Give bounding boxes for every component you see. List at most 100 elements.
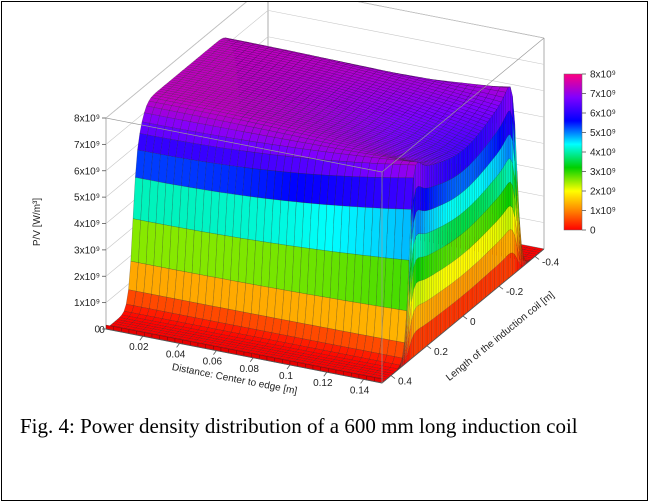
surface-side-cell [426, 299, 430, 324]
surface-side-cell [487, 249, 491, 275]
surface-side-cell [453, 258, 457, 282]
surface-side-cell [462, 251, 466, 275]
surface-side-cell [453, 175, 457, 199]
surface-side-cell [435, 314, 439, 339]
y-tick-mark [390, 375, 396, 379]
surface-side-cell [462, 272, 466, 296]
x-tick-mark [286, 364, 291, 370]
surface-side-cell [424, 187, 428, 212]
surface-side-cell [489, 181, 493, 207]
z-tick-label: 5x10⁹ [74, 193, 100, 204]
x-tick-label: 0.08 [239, 364, 259, 375]
surface-side-cell [433, 250, 437, 275]
surface-side-cell [471, 264, 475, 288]
surface-side-cell [429, 253, 432, 278]
surface-side-cell [442, 288, 446, 312]
surface-side-cell [489, 115, 493, 142]
surface-side-cell [456, 277, 459, 302]
surface-side-cell [458, 234, 461, 258]
x-tick-label: 0.12 [313, 378, 333, 389]
surface-side-cell [433, 316, 437, 341]
surface-side-cell [433, 185, 437, 209]
y-tick-mark [426, 345, 432, 350]
surface-side-cell [496, 195, 500, 222]
surface-side-cell [471, 285, 475, 309]
y-tick-mark [462, 315, 468, 320]
y-tick-label: 0 [470, 317, 476, 328]
box-edge [357, 2, 545, 39]
surface-side-cell [435, 227, 439, 252]
surface-side-cell [456, 298, 459, 322]
surface-side-cell [476, 154, 479, 179]
surface-side-cell [480, 213, 484, 238]
surface-side-cell [424, 232, 428, 257]
surface-side-cell [458, 193, 461, 217]
z-tick-label: 7x10⁹ [74, 140, 100, 151]
surface-side-cell [456, 257, 459, 281]
surface-side-cell [426, 232, 430, 256]
surface-side-cell [492, 156, 495, 183]
surface-side-cell [501, 212, 504, 240]
surface-side-cell [415, 209, 419, 237]
surface-side-cell [505, 159, 509, 187]
surface-side-cell [440, 246, 443, 271]
surface-side-cell [492, 201, 495, 227]
surface-side-cell [492, 112, 495, 139]
surface-side-cell [510, 181, 513, 209]
surface-side-cell [438, 183, 441, 207]
surface-side-cell [453, 154, 457, 178]
surface-side-cell [467, 289, 470, 313]
surface-side-cell [429, 297, 432, 322]
surface-side-cell [426, 209, 430, 234]
surface-side-cell [417, 162, 421, 187]
surface-side-cell [444, 223, 448, 246]
surface-side-cell [429, 275, 432, 300]
surface-side-cell [451, 156, 455, 179]
surface-side-cell [507, 157, 511, 184]
surface-side-cell [503, 186, 506, 214]
surface-side-cell [440, 268, 443, 292]
surface-side-cell [501, 97, 504, 125]
surface-side-cell [467, 206, 470, 230]
surface-side-cell [498, 192, 502, 219]
surface-side-cell [487, 162, 491, 188]
surface-side-cell [471, 159, 475, 184]
y-tick-mark [498, 285, 504, 290]
colorbar-tick-label: 2x10⁹ [590, 187, 616, 198]
y-tick-label: 0.2 [434, 347, 448, 358]
surface-side-cell [496, 150, 500, 177]
surface-side-cell [485, 186, 488, 212]
surface-side-cell [417, 233, 421, 258]
surface-side-cell [483, 210, 486, 236]
surface-mesh [105, 37, 545, 384]
surface-side-cell [453, 279, 457, 303]
surface-side-cell [460, 274, 464, 298]
surface-side-cell [442, 266, 446, 291]
colorbar: 0 1x10⁹ 2x10⁹ 3x10⁹ 4x10⁹ 5x10⁹ 6x10⁹ 7x10⁹ 8x10… [563, 70, 616, 237]
surface-side-cell [465, 270, 468, 294]
surface-side-cell [460, 170, 464, 194]
surface-side-cell [426, 276, 430, 301]
surface-side-cell [474, 262, 477, 286]
box-edge [105, 328, 383, 384]
colorbar-tick-label: 1x10⁹ [590, 206, 616, 217]
surface-side-cell [478, 173, 482, 198]
surface-side-cell [498, 238, 502, 264]
surface-side-cell [494, 198, 497, 224]
colorbar-ticks: 0 1x10⁹ 2x10⁹ 3x10⁹ 4x10⁹ 5x10⁹ 6x10⁹ 7x10⁹ 8x10… [582, 70, 616, 237]
surface-side-cell [489, 247, 493, 273]
surface-side-cell [478, 258, 482, 283]
surface-side-cell [440, 182, 443, 206]
y-axis-ticks: -0.4 -0.2 0 0.2 0.4 [390, 256, 560, 388]
surface-side-cell [474, 136, 477, 161]
surface-side-cell [424, 255, 428, 280]
y-tick-label: -0.4 [542, 257, 560, 268]
colorbar-tick-label: 4x10⁹ [590, 148, 616, 159]
z-tick-label: 4x10⁹ [74, 219, 100, 230]
surface-side-cell [485, 143, 488, 169]
surface-side-cell [440, 311, 443, 335]
surface-side-cell [480, 191, 484, 217]
surface-side-cell [422, 187, 425, 212]
z-tick-label: 6x10⁹ [74, 166, 100, 177]
surface-side-cell [440, 204, 443, 228]
